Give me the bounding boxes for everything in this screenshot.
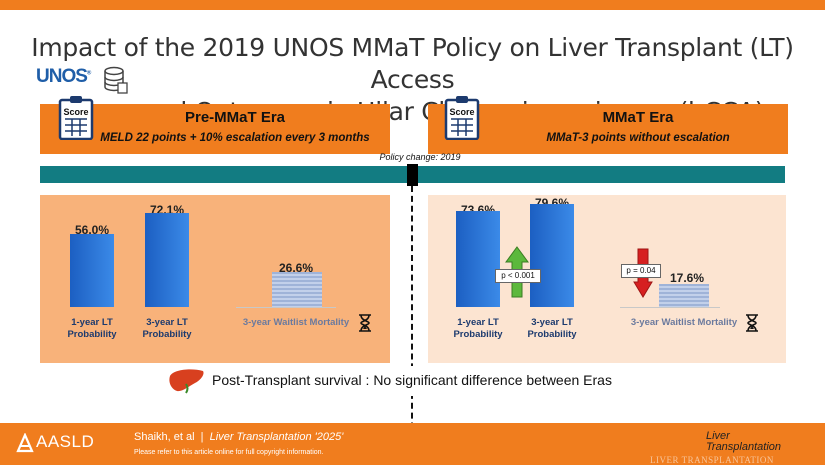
aasld-logo-mark-icon xyxy=(16,433,34,453)
p-value-mortality-box: p = 0.04 xyxy=(621,264,661,278)
copyright-note: Please refer to this article online for … xyxy=(134,449,324,456)
pre-mortality-bar xyxy=(272,272,322,307)
hourglass-icon xyxy=(359,314,371,332)
mmat-lt3-bar xyxy=(530,203,574,307)
title-line-1: Impact of the 2019 UNOS MMaT Policy on L… xyxy=(31,33,794,94)
unos-logo: UNOS® xyxy=(36,66,91,87)
pre-lt1-value: 56.0% xyxy=(74,223,110,237)
mmat-era-subtitle: MMaT-3 points without escalation xyxy=(546,132,730,144)
mmat-mortality-bar xyxy=(659,284,709,307)
survival-note-text: Post-Transplant survival : No significan… xyxy=(212,372,612,388)
pre-lt1-bar xyxy=(70,234,114,307)
policy-change-marker xyxy=(407,164,418,186)
pre-mortality-label: 3-year Waitlist Mortality xyxy=(242,317,350,328)
mmat-axis-line xyxy=(620,307,720,308)
database-icon xyxy=(104,66,128,94)
pre-era-title: Pre-MMaT Era xyxy=(184,109,286,126)
svg-text:Score: Score xyxy=(63,107,88,117)
journal-watermark: LIVER TRANSPLANTATION xyxy=(650,455,774,465)
era-divider-line xyxy=(411,186,413,458)
citation-text: Shaikh, et al | Liver Transplantation '2… xyxy=(134,431,344,443)
pre-mmat-era-header: Pre-MMaT Era MELD 22 points + 10% escala… xyxy=(40,104,390,154)
pre-lt1-label: 1-year LT Probability xyxy=(67,317,117,340)
mmat-lt3-label: 3-year LT Probability xyxy=(527,317,577,340)
score-clipboard-icon: Score xyxy=(444,96,480,140)
liver-icon xyxy=(169,369,204,394)
p-value-lt-box: p < 0.001 xyxy=(495,269,541,283)
mmat-lt1-label: 1-year LT Probability xyxy=(453,317,503,340)
top-accent-bar xyxy=(0,0,825,10)
hourglass-icon xyxy=(746,314,758,332)
mmat-era-title: MMaT Era xyxy=(602,109,674,126)
aasld-logo: AASLD xyxy=(36,432,95,451)
pre-lt3-label: 3-year LT Probability xyxy=(142,317,192,340)
pre-era-subtitle: MELD 22 points + 10% escalation every 3 … xyxy=(100,132,370,144)
mmat-mortality-label: 3-year Waitlist Mortality xyxy=(630,317,738,328)
survival-note-box xyxy=(165,366,650,396)
svg-text:Score: Score xyxy=(449,107,474,117)
mmat-era-header: MMaT Era MMaT-3 points without escalatio… xyxy=(428,104,788,154)
pre-mortality-value: 26.6% xyxy=(278,261,314,275)
pre-axis-line xyxy=(236,307,336,308)
mmat-mortality-value: 17.6% xyxy=(669,271,705,285)
pre-lt3-bar xyxy=(145,213,189,307)
policy-change-label: Policy change: 2019 xyxy=(379,152,461,162)
liver-transplantation-logo: Liver Transplantation xyxy=(706,430,782,453)
mmat-lt1-bar xyxy=(456,211,500,307)
score-clipboard-icon: Score xyxy=(58,96,94,140)
footer-bar xyxy=(0,423,825,465)
